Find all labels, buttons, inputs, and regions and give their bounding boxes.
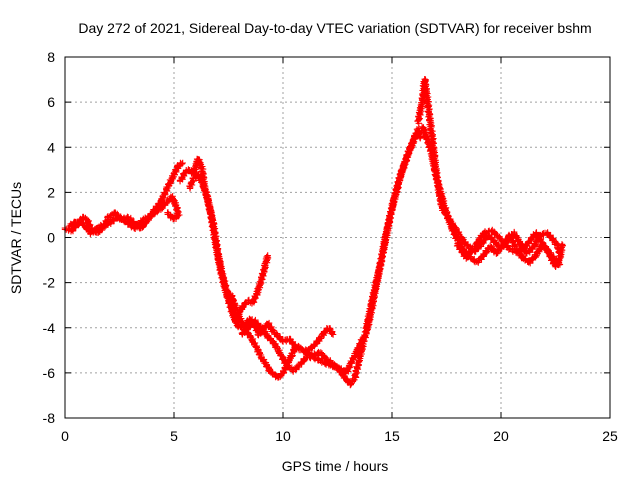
- y-tick-label: 8: [47, 49, 55, 65]
- data-point-markers: [66, 193, 183, 238]
- grid: [65, 57, 610, 418]
- y-tick-label: -2: [43, 275, 56, 291]
- x-tick-label: 25: [602, 428, 618, 444]
- x-tick-label: 0: [61, 428, 69, 444]
- y-tick-label: 6: [47, 94, 55, 110]
- x-axis-label: GPS time / hours: [282, 458, 389, 474]
- y-tick-label: 4: [47, 139, 55, 155]
- y-tick-label: 2: [47, 184, 55, 200]
- x-tick-label: 5: [170, 428, 178, 444]
- y-tick-label: -8: [43, 410, 56, 426]
- chart-title: Day 272 of 2021, Sidereal Day-to-day VTE…: [78, 20, 591, 36]
- axis-ticks: -8 -6 -4 -2 0 2 4 6 8 0 5 10 15 20 25: [43, 49, 618, 444]
- x-tick-label: 20: [493, 428, 509, 444]
- x-tick-label: 10: [275, 428, 291, 444]
- data-point-markers: [226, 290, 337, 381]
- data-track: [361, 125, 424, 336]
- data-point-markers: [361, 125, 424, 336]
- y-tick-label: 0: [47, 230, 55, 246]
- data-point-markers: [453, 226, 564, 269]
- y-tick-label: -6: [43, 365, 56, 381]
- y-tick-label: -4: [43, 320, 56, 336]
- y-axis-label: SDTVAR / TECUs: [8, 182, 24, 294]
- data-points: [61, 76, 566, 389]
- data-track: [226, 290, 337, 381]
- data-track: [453, 226, 564, 269]
- data-track: [66, 193, 183, 238]
- x-tick-label: 15: [384, 428, 400, 444]
